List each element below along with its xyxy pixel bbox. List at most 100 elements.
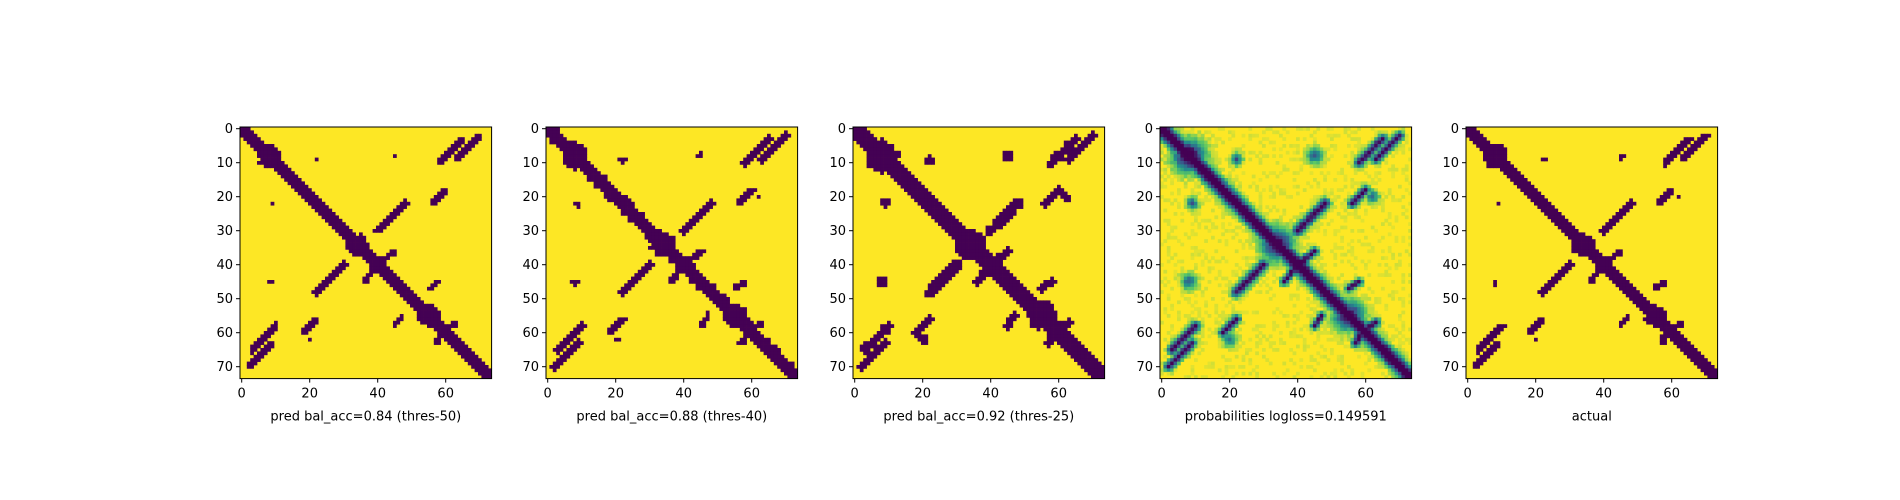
- heatmap-cell: [699, 273, 703, 277]
- heatmap-cell: [270, 327, 275, 332]
- heatmap-cell: [576, 324, 581, 328]
- heatmap-cell: [1333, 133, 1338, 138]
- heatmap-cell: [267, 327, 271, 332]
- heatmap-cell: [1401, 310, 1406, 315]
- heatmap-cell: [1302, 161, 1307, 165]
- heatmap-cell: [1197, 174, 1202, 179]
- heatmap-cell: [1180, 154, 1185, 158]
- heatmap-cell: [1272, 269, 1276, 274]
- heatmap-cell: [688, 280, 693, 284]
- heatmap-cell: [1255, 365, 1259, 369]
- heatmap-cell: [1374, 354, 1378, 359]
- heatmap-cell: [705, 314, 710, 318]
- heatmap-cell: [1302, 269, 1307, 274]
- heatmap-cell: [1029, 303, 1034, 308]
- heatmap-cell: [678, 256, 683, 260]
- heatmap-cell: [859, 144, 864, 148]
- heatmap-cell: [1357, 184, 1361, 189]
- heatmap-cell: [658, 239, 662, 243]
- heatmap-cell: [325, 212, 329, 216]
- heatmap-cell: [437, 331, 441, 335]
- heatmap-cell: [1285, 269, 1290, 274]
- heatmap-cell: [716, 303, 720, 308]
- heatmap-cell: [992, 263, 997, 267]
- heatmap-cell: [1080, 344, 1085, 349]
- heatmap-cell: [661, 246, 666, 250]
- heatmap-cell: [328, 280, 333, 284]
- heatmap-cell: [941, 269, 946, 274]
- heatmap-cell: [1350, 286, 1355, 291]
- heatmap-cell: [951, 263, 956, 267]
- heatmap-cell: [1381, 249, 1385, 254]
- heatmap-cell: [1296, 259, 1300, 264]
- heatmap-cell: [866, 157, 871, 162]
- heatmap-cell: [1353, 300, 1358, 305]
- heatmap-cell: [1087, 133, 1092, 138]
- heatmap-cell: [1033, 307, 1037, 311]
- heatmap-cell: [648, 222, 652, 226]
- heatmap-cell: [1067, 344, 1071, 349]
- heatmap-cell: [1029, 297, 1034, 301]
- heatmap-cell: [1190, 188, 1195, 192]
- heatmap-cell: [1394, 290, 1399, 294]
- heatmap-cell: [873, 348, 878, 352]
- heatmap-cell: [437, 191, 441, 196]
- heatmap-cell: [1347, 191, 1351, 196]
- heatmap-cell: [569, 144, 574, 148]
- heatmap-cell: [1046, 280, 1051, 284]
- heatmap-cell: [634, 208, 639, 213]
- heatmap-cell: [1251, 246, 1256, 250]
- heatmap-cell: [1374, 147, 1378, 152]
- heatmap-cell: [1160, 147, 1164, 152]
- heatmap-cell: [890, 150, 895, 155]
- y-tick-label: 40: [216, 258, 233, 273]
- heatmap-cell: [1190, 229, 1195, 233]
- heatmap-cell: [1401, 358, 1406, 362]
- heatmap-cell: [1326, 303, 1331, 308]
- heatmap-cell: [1353, 201, 1358, 206]
- heatmap-cell: [1336, 283, 1341, 288]
- heatmap-cell: [1200, 150, 1205, 155]
- heatmap-cell: [1367, 181, 1372, 186]
- heatmap-cell: [1166, 161, 1171, 165]
- heatmap-cell: [270, 344, 275, 349]
- heatmap-cell: [376, 263, 380, 267]
- heatmap-cell: [1408, 293, 1412, 298]
- heatmap-cell: [1323, 269, 1327, 274]
- heatmap-cell: [1333, 198, 1338, 203]
- heatmap-cell: [1316, 184, 1321, 189]
- heatmap-cell: [1279, 283, 1283, 288]
- heatmap-cell: [1101, 365, 1105, 369]
- heatmap-cell: [941, 222, 946, 226]
- heatmap-cell: [1221, 174, 1225, 179]
- heatmap-cell: [1282, 208, 1287, 213]
- heatmap-cell: [447, 334, 452, 339]
- heatmap-cell: [1387, 337, 1392, 342]
- heatmap-cell: [1160, 320, 1164, 325]
- heatmap-cell: [1173, 337, 1178, 342]
- heatmap-cell: [1272, 239, 1276, 243]
- heatmap-cell: [1190, 256, 1195, 260]
- heatmap-cell: [1231, 334, 1236, 339]
- heatmap-cell: [654, 232, 659, 237]
- heatmap-cell: [1197, 222, 1202, 226]
- heatmap-cell: [1309, 324, 1314, 328]
- heatmap-cell: [1381, 348, 1385, 352]
- heatmap-cell: [1248, 337, 1253, 342]
- heatmap-cell: [1097, 371, 1102, 376]
- heatmap-cell: [1296, 235, 1300, 240]
- heatmap-cell: [1050, 276, 1054, 281]
- heatmap-cell: [1211, 181, 1215, 186]
- heatmap-cell: [883, 150, 888, 155]
- heatmap-cell: [1234, 198, 1239, 203]
- heatmap-cell: [1070, 140, 1075, 145]
- heatmap-cell: [563, 344, 567, 349]
- heatmap-cell: [1214, 178, 1219, 182]
- heatmap-cell: [1384, 348, 1389, 352]
- heatmap-cell: [739, 317, 744, 322]
- heatmap-cell: [617, 317, 622, 322]
- heatmap-cell: [1238, 239, 1242, 243]
- heatmap-cell: [1211, 178, 1215, 182]
- heatmap-cell: [1370, 320, 1375, 325]
- heatmap-cell: [1381, 256, 1385, 260]
